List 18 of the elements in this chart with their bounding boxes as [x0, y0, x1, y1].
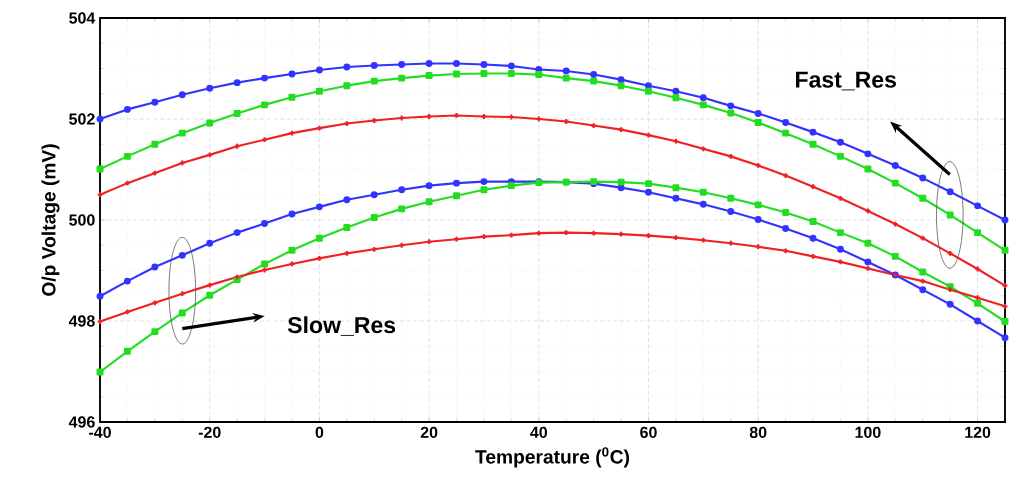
x-tick-label: 80 — [749, 426, 767, 439]
y-tick-label: 496 — [68, 416, 95, 428]
x-tick-label: 40 — [530, 426, 548, 439]
y-tick-label: 504 — [69, 12, 96, 24]
annotation: Slow_Res — [287, 316, 396, 336]
y-tick-label: 498 — [68, 315, 95, 327]
x-tick-label: -40 — [89, 426, 111, 439]
x-tick-label: -20 — [198, 426, 221, 439]
x-tick-label: 100 — [855, 426, 881, 439]
x-tick-label: 60 — [640, 426, 657, 439]
x-axis-title: Temperature ($^{0}$C) — [475, 447, 630, 468]
x-tick-label: 0 — [315, 426, 324, 439]
x-tick-label: 120 — [965, 426, 991, 439]
y-tick-label: 502 — [69, 113, 95, 125]
y-axis-title: O/p Voltage (mV) — [41, 144, 60, 296]
y-tick-label: 500 — [69, 214, 95, 226]
x-tick-label: 20 — [420, 426, 438, 439]
annotation: Fast_Res — [796, 71, 896, 91]
